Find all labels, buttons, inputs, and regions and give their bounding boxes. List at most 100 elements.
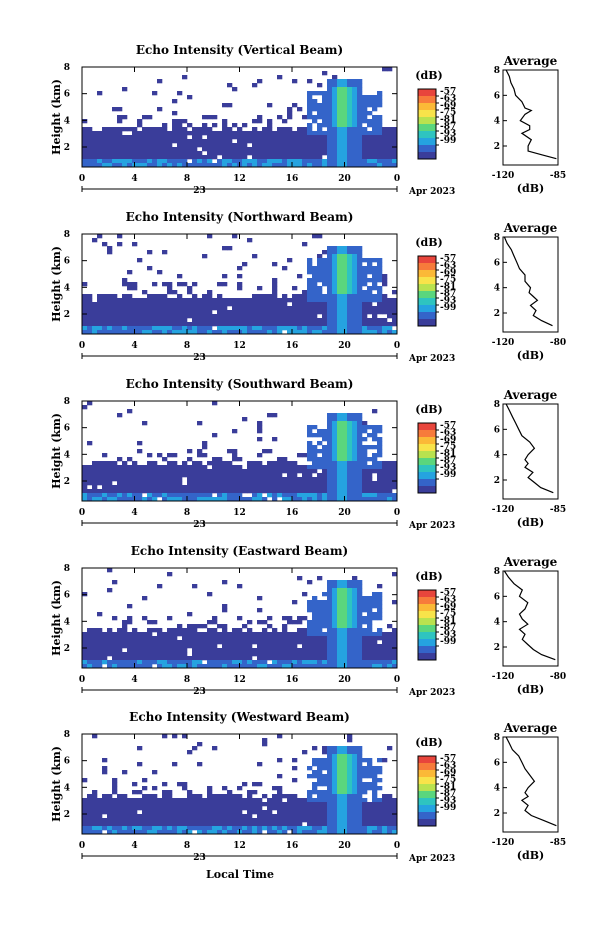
heatmap-cell	[282, 461, 288, 466]
heatmap-cell	[317, 258, 323, 263]
heatmap-cell	[262, 139, 268, 144]
heatmap-cell	[232, 330, 238, 334]
heatmap-cell	[347, 159, 353, 164]
heatmap-cell	[217, 794, 223, 799]
heatmap-cell	[197, 660, 203, 665]
heatmap-cell	[87, 159, 93, 164]
heatmap-cell	[337, 758, 343, 763]
heatmap-cell	[347, 87, 353, 92]
heatmap-cell	[292, 286, 298, 291]
heatmap-cell	[342, 270, 348, 275]
heatmap-cell	[117, 493, 123, 498]
heatmap-cell	[147, 294, 153, 299]
heatmap-cell	[217, 656, 223, 661]
heatmap-cell	[322, 326, 328, 331]
heatmap-cell	[307, 632, 313, 637]
heatmap-cell	[92, 814, 98, 819]
heatmap-cell	[162, 782, 168, 787]
heatmap-cell	[222, 580, 228, 585]
heatmap-cell	[332, 457, 338, 462]
heatmap-cell	[217, 314, 223, 319]
heatmap-cell	[237, 286, 243, 291]
heatmap-cell	[352, 774, 358, 779]
heatmap-cell	[372, 652, 378, 657]
heatmap-cell	[352, 473, 358, 478]
heatmap-cell	[292, 826, 298, 831]
heatmap-cell	[337, 457, 343, 462]
heatmap-cell	[237, 135, 243, 140]
heatmap-cell	[277, 318, 283, 323]
heatmap-cell	[342, 314, 348, 319]
heatmap-cell	[342, 282, 348, 287]
heatmap-cell	[147, 298, 153, 303]
heatmap-cell	[337, 620, 343, 625]
heatmap-cell	[317, 123, 323, 128]
heatmap-cell	[282, 624, 288, 629]
heatmap-cell	[332, 766, 338, 771]
heatmap-cell	[347, 306, 353, 311]
heatmap-cell	[327, 286, 333, 291]
heatmap-cell	[82, 469, 88, 474]
colorbar-tick-label: -75	[440, 275, 456, 285]
heatmap-cell	[267, 298, 273, 303]
heatmap-cell	[362, 318, 368, 323]
heatmap-cell	[392, 493, 397, 498]
heatmap-cell	[372, 127, 378, 132]
heatmap-cell	[182, 310, 188, 315]
heatmap-cell	[327, 810, 333, 815]
heatmap-cell	[322, 119, 328, 124]
heatmap-cell	[122, 465, 128, 470]
heatmap-cell	[292, 814, 298, 819]
heatmap-cell	[232, 822, 238, 827]
heatmap-cell	[392, 159, 397, 164]
heatmap-cell	[242, 326, 248, 331]
heatmap-cell	[357, 83, 363, 88]
heatmap-cell	[377, 664, 383, 668]
heatmap-cell	[337, 119, 343, 124]
heatmap-cell	[182, 485, 188, 490]
heatmap-cell	[372, 596, 378, 601]
heatmap-cell	[372, 802, 378, 807]
heatmap-cell	[317, 628, 323, 633]
heatmap-cell	[317, 794, 323, 799]
heatmap-cell	[192, 746, 198, 751]
heatmap-cell	[232, 806, 238, 811]
heatmap-cell	[312, 485, 318, 490]
heatmap-cell	[172, 159, 178, 164]
heatmap-cell	[387, 330, 393, 334]
heatmap-cell	[312, 469, 318, 474]
heatmap-cell	[87, 163, 93, 167]
heatmap-cell	[362, 429, 368, 434]
heatmap-cell	[317, 656, 323, 661]
heatmap-cell	[382, 151, 388, 156]
heatmap-cell	[207, 497, 213, 501]
heatmap-cell	[342, 778, 348, 783]
heatmap-cell	[262, 802, 268, 807]
heatmap-cell	[87, 314, 93, 319]
heatmap-cell	[212, 616, 218, 621]
heatmap-cell	[227, 644, 233, 649]
heatmap-cell	[137, 493, 143, 498]
heatmap-cell	[372, 95, 378, 100]
heatmap-cell	[127, 481, 133, 486]
heatmap-cell	[197, 127, 203, 132]
heatmap-cell	[342, 802, 348, 807]
heatmap-cell	[367, 640, 373, 645]
heatmap-cell	[382, 794, 388, 799]
heatmap-cell	[292, 497, 298, 501]
heatmap-cell	[87, 469, 93, 474]
heatmap-cell	[367, 628, 373, 633]
heatmap-cell	[242, 624, 248, 629]
heatmap-cell	[382, 477, 388, 482]
heatmap-cell	[212, 810, 218, 815]
chart-title: Echo Intensity (Eastward Beam)	[131, 544, 348, 558]
heatmap-cell	[332, 322, 338, 327]
heatmap-cell	[302, 314, 308, 319]
heatmap-cell	[122, 127, 128, 132]
heatmap-cell	[267, 306, 273, 311]
heatmap-cell	[322, 826, 328, 831]
heatmap-cell	[267, 139, 273, 144]
heatmap-cell	[192, 326, 198, 331]
heatmap-cell	[107, 802, 113, 807]
heatmap-cell	[257, 497, 263, 501]
